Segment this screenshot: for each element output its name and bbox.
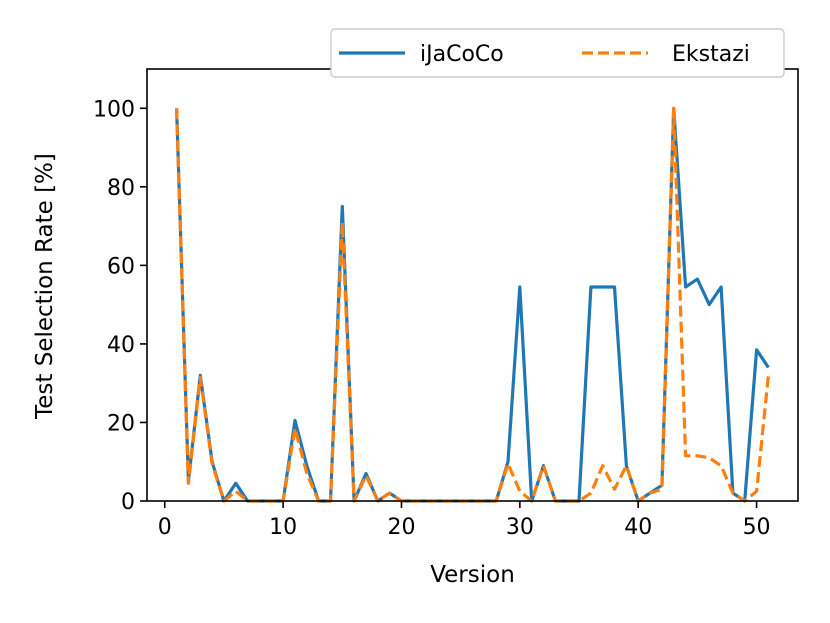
- y-tick-label: 60: [107, 254, 135, 279]
- legend: iJaCoCo Ekstazi: [330, 28, 785, 78]
- x-tick-label: 50: [743, 515, 771, 540]
- x-tick-label: 0: [158, 515, 172, 540]
- legend-label-ekstazi: Ekstazi: [672, 42, 750, 67]
- y-tick-label: 0: [121, 490, 135, 515]
- series-line-ijacoco: [175, 106, 770, 503]
- y-tick-label: 80: [107, 176, 135, 201]
- x-tick-label: 40: [624, 515, 652, 540]
- x-axis-label: Version: [430, 562, 515, 588]
- legend-label-ijacoco: iJaCoCo: [420, 42, 504, 67]
- y-tick-label: 20: [107, 411, 135, 436]
- y-tick-label: 100: [93, 97, 135, 122]
- y-tick-label: 40: [107, 333, 135, 358]
- y-axis-label: Test Selection Rate [%]: [32, 153, 58, 420]
- legend-box: [330, 28, 785, 78]
- x-tick-label: 10: [269, 515, 297, 540]
- x-axis: 0 10 20 30 40 50: [158, 501, 771, 540]
- x-tick-label: 30: [506, 515, 534, 540]
- x-tick-label: 20: [387, 515, 415, 540]
- y-axis: 0 20 40 60 80 100: [93, 97, 147, 515]
- series-line-ekstazi: [175, 106, 770, 503]
- plot-area: [175, 106, 770, 503]
